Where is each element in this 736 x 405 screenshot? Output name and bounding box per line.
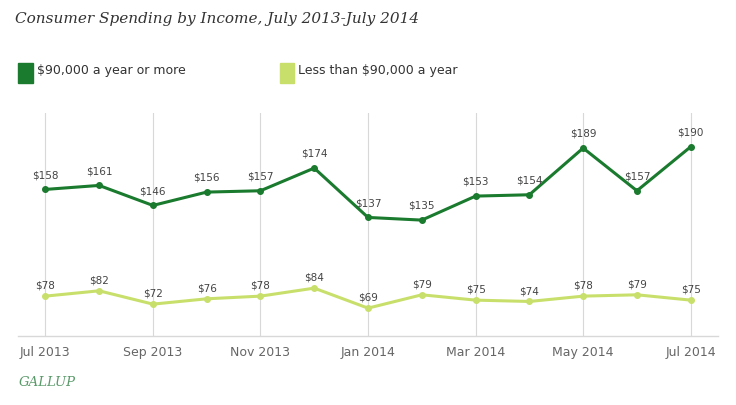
Text: $76: $76 (197, 284, 216, 294)
Text: $78: $78 (573, 281, 593, 291)
Text: $84: $84 (304, 273, 324, 283)
Text: $75: $75 (681, 285, 701, 295)
Text: $137: $137 (355, 198, 381, 208)
Text: GALLUP: GALLUP (18, 376, 75, 389)
Text: $72: $72 (143, 289, 163, 299)
Text: $82: $82 (89, 275, 109, 286)
Text: $156: $156 (194, 173, 220, 183)
Text: Less than $90,000 a year: Less than $90,000 a year (298, 64, 458, 77)
Text: $78: $78 (250, 281, 270, 291)
Text: $78: $78 (35, 281, 55, 291)
Text: $74: $74 (520, 286, 539, 296)
Text: $157: $157 (623, 171, 650, 181)
Text: $154: $154 (516, 175, 542, 185)
Text: $189: $189 (570, 129, 596, 139)
Text: $79: $79 (412, 279, 432, 290)
Text: $146: $146 (140, 186, 166, 196)
Text: Consumer Spending by Income, July 2013-July 2014: Consumer Spending by Income, July 2013-J… (15, 12, 419, 26)
Text: $190: $190 (678, 128, 704, 137)
Text: $79: $79 (627, 279, 647, 290)
Text: $90,000 a year or more: $90,000 a year or more (37, 64, 185, 77)
Text: $174: $174 (301, 149, 328, 159)
Text: $69: $69 (358, 293, 378, 303)
Text: $158: $158 (32, 170, 59, 180)
Text: $75: $75 (466, 285, 486, 295)
Text: $135: $135 (408, 201, 435, 211)
Text: $153: $153 (462, 177, 489, 187)
Text: $161: $161 (86, 166, 113, 176)
Text: $157: $157 (247, 171, 274, 181)
